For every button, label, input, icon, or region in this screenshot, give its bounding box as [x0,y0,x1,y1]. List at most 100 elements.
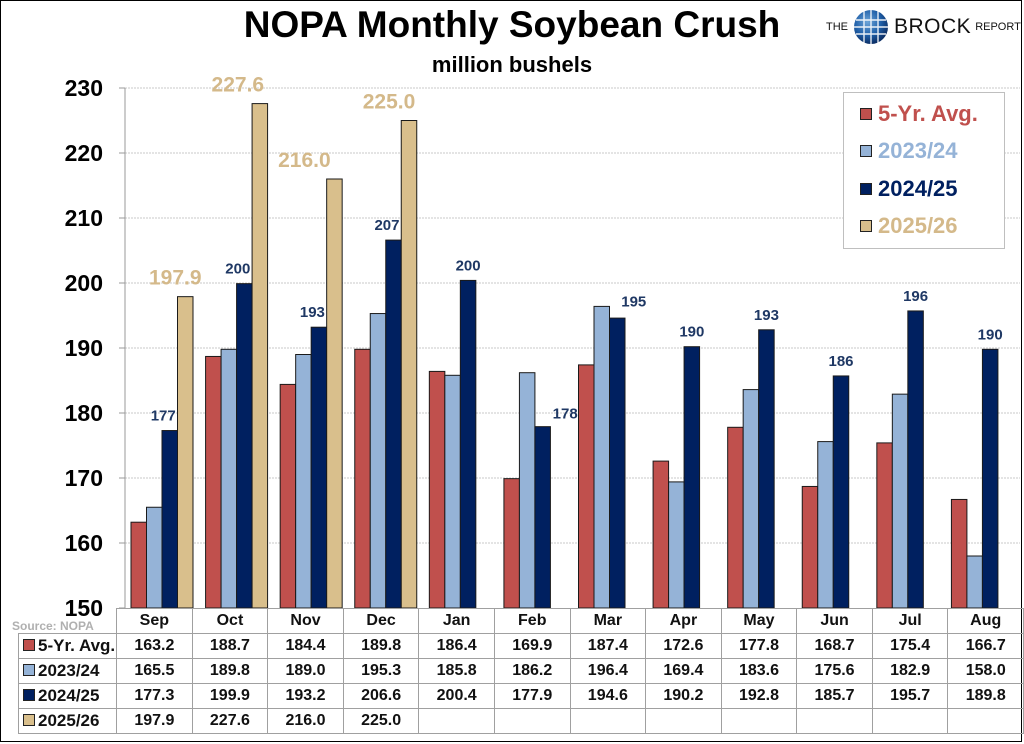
table-month-header: Feb [493,608,571,634]
table-cell: 169.4 [645,658,722,684]
bar-y2024_25-dec [385,239,402,609]
legend-label-2023-24: 2023/24 [878,138,958,163]
data-label-2024-25: 178 [553,406,578,423]
table-row-label-text: 2025/26 [38,711,100,730]
brock-report-logo: THE BROCK REPORT [826,8,1021,46]
source-note: Source: NOPA [12,619,94,633]
y-tick-label: 210 [65,205,103,231]
legend-label-2025-26: 2025/26 [878,213,958,238]
bar-five_yr_avg-nov [279,383,297,609]
table-cell: 184.4 [267,633,344,659]
table-cell [796,708,873,734]
table-cell [645,708,722,734]
data-table: Sep Oct Nov Dec Jan Feb Mar Apr May Jun Jul Aug 5-Yr… [17,608,1024,734]
table-cell: 172.6 [645,633,722,659]
bar-five_yr_avg-apr [652,460,670,609]
logo-brock: BROCK [894,15,972,38]
table-cell: 199.9 [191,683,269,709]
data-label-2024-25: 177 [151,408,176,425]
globe-icon [854,10,888,44]
table-cell [947,708,1024,734]
table-cell [493,708,571,734]
bar-y2024_25-sep [161,430,178,609]
table-cell: 183.6 [720,658,798,684]
table-cell: 189.8 [947,683,1024,709]
bar-five_yr_avg-may [727,426,744,609]
table-cell: 200.4 [418,683,495,709]
table-cell: 189.8 [342,633,420,659]
legend-item-2024-25: 2024/25 [860,176,958,202]
data-label-2024-25: 190 [679,324,704,341]
bar-y2024_25-apr [683,346,701,609]
data-label-2025-26: 227.6 [212,74,265,97]
table-row-swatch [23,664,35,676]
y-tick-label: 180 [65,400,103,426]
table-row-label-text: 2024/25 [38,686,100,705]
table-row-label: 5-Yr. Avg. [17,633,118,659]
bar-y2023_24-may [742,389,760,609]
table-cell: 187.4 [569,633,647,659]
y-tick-label: 150 [65,595,103,621]
bar-y2023_24-sep [146,506,163,609]
table-row-swatch [23,689,35,701]
table-corner [19,609,117,634]
table-cell: 193.2 [267,683,344,709]
bar-y2024_25-feb [534,426,551,609]
bar-y2023_24-apr [668,481,685,609]
chart-legend: 5-Yr. Avg. 2023/24 2024/25 2025/26 [843,92,1005,249]
data-label-2024-25: 193 [754,307,779,324]
table-month-header: Jul [871,608,949,634]
bar-five_yr_avg-jul [876,442,893,609]
table-row: 5-Yr. Avg. 163.2 188.7 184.4 189.8 186.4 169.9… [17,633,1024,659]
table-cell: 168.7 [796,633,873,659]
bar-five_yr_avg-mar [578,364,595,609]
table-row-label-text: 5-Yr. Avg. [38,636,116,655]
table-month-header: Sep [116,608,193,634]
table-cell: 197.9 [116,708,193,734]
table-cell: 182.9 [871,658,949,684]
data-label-2025-26: 216.0 [278,149,331,172]
bar-y2024_25-oct [236,283,253,609]
table-cell: 177.8 [720,633,798,659]
bar-y2023_24-oct [220,348,238,609]
table-row: 2023/24 165.5 189.8 189.0 195.3 185.8 186.2 196… [17,658,1024,684]
data-label-2024-25: 190 [978,326,1003,343]
bar-y2025_26-dec [400,120,418,609]
table-month-header: Jun [796,608,873,634]
table-month-header: Nov [267,608,344,634]
bar-y2024_25-may [758,329,775,609]
bar-y2025_26-nov [326,178,343,609]
legend-label-5yr-avg: 5-Yr. Avg. [878,101,978,126]
data-label-2024-25: 196 [903,288,928,305]
bar-y2023_24-mar [593,305,610,609]
data-label-2024-25: 193 [300,304,325,321]
table-month-header: Aug [947,608,1024,634]
table-cell: 185.8 [418,658,495,684]
table-cell: 189.8 [191,658,269,684]
table-cell [871,708,949,734]
bar-five_yr_avg-oct [205,355,222,609]
table-cell: 169.9 [493,633,571,659]
table-cell: 225.0 [342,708,420,734]
table-month-header: Mar [569,608,647,634]
bar-y2024_25-nov [310,326,328,609]
table-cell: 188.7 [191,633,269,659]
data-label-2024-25: 200 [456,257,481,274]
y-tick-label: 170 [65,465,103,491]
table-cell: 177.3 [116,683,193,709]
table-cell: 175.6 [796,658,873,684]
table-month-header: May [720,608,798,634]
legend-swatch-2024-25 [860,183,872,195]
bar-five_yr_avg-aug [950,498,968,609]
legend-swatch-5yr-avg [860,108,872,120]
data-label-2024-25: 207 [374,217,399,234]
bar-y2023_24-jun [817,441,834,609]
table-month-header: Apr [645,608,722,634]
bar-y2024_25-jun [832,375,850,609]
table-month-header: Oct [191,608,269,634]
table-cell: 165.5 [116,658,193,684]
legend-swatch-2025-26 [860,220,872,232]
bar-y2025_26-sep [177,296,194,609]
y-tick-label: 230 [65,75,103,101]
